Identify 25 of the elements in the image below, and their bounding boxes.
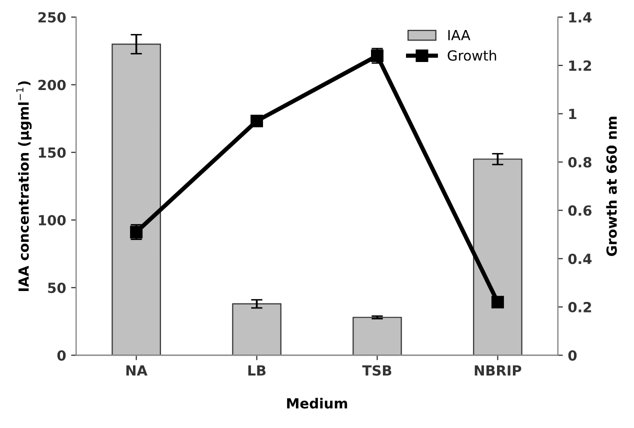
y-tick-label: 250 (38, 12, 66, 23)
y2-tick-label: 0.6 (568, 205, 592, 216)
y2-axis-title: Growth at 660 nm (606, 116, 617, 256)
legend-label: Growth (448, 50, 496, 61)
y2-tick-label: 1.2 (569, 60, 592, 71)
legend-label: IAA (448, 30, 470, 40)
y2-tick-label: 0.2 (568, 302, 592, 312)
y-axis-title: IAA concentration (µgml$^{−1}$) (16, 81, 32, 292)
x-tick-label: LB (248, 365, 266, 376)
y2-tick-label: 0 (568, 350, 577, 361)
y-tick-label: 100 (38, 214, 66, 226)
point (250, 114, 264, 128)
x-tick-label: NBRIP (474, 365, 522, 376)
point (491, 296, 504, 308)
y-tick-label: 50 (48, 282, 66, 294)
y-tick-label: 0 (57, 350, 66, 361)
y2-tick-label: 1.4 (569, 12, 592, 22)
y-tick-label: 200 (38, 80, 66, 90)
y-tick-label: 150 (38, 147, 66, 158)
x-tick-label: TSB (362, 365, 392, 376)
x-axis-title: Medium (287, 398, 348, 409)
y2-tick-label: 0.8 (568, 156, 592, 168)
y2-tick-label: 1 (569, 108, 576, 119)
y2-tick-label: 0.4 (568, 254, 592, 264)
x-tick-label: NA (126, 365, 148, 376)
